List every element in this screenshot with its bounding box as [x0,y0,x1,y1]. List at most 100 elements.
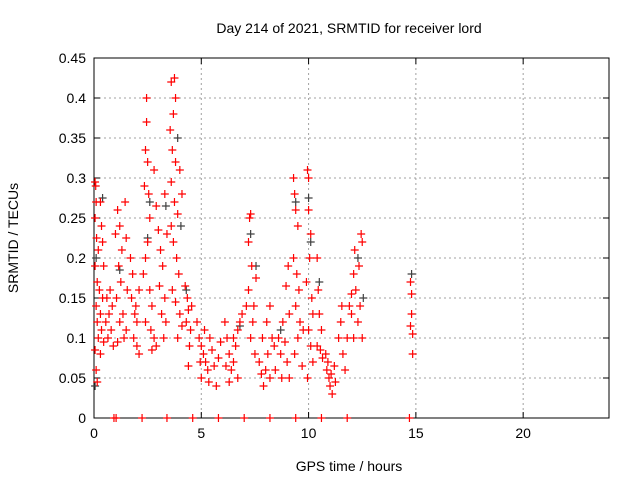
data-point [154,226,163,234]
data-point [244,286,253,294]
grid [94,58,609,418]
data-point [91,382,100,390]
data-point [292,270,301,278]
data-point [355,262,364,270]
data-point [142,94,151,102]
data-point [138,414,147,422]
data-point [183,294,192,302]
data-point [188,414,197,422]
data-point [108,302,117,310]
chart-title: Day 214 of 2021, SRMTID for receiver lor… [216,20,481,36]
data-point [248,318,257,326]
data-point [246,230,255,238]
data-point [294,286,303,294]
data-point [283,358,292,366]
data-point [122,326,131,334]
data-point [170,198,179,206]
data-point [182,318,191,326]
data-point [166,126,175,134]
data-point [255,358,264,366]
x-tick-label: 10 [301,425,317,441]
data-point [353,254,362,262]
data-point [118,310,127,318]
data-point [291,302,300,310]
data-point [290,350,299,358]
data-point [106,286,115,294]
data-point [246,210,255,218]
data-point [290,190,299,198]
data-point [250,350,259,358]
data-point [278,318,287,326]
data-point [141,254,150,262]
data-point [289,174,298,182]
data-point [167,222,176,230]
data-point [139,270,148,278]
data-point [197,374,206,382]
data-point [145,198,154,206]
data-point [197,342,206,350]
data-point [126,254,135,262]
data-point [257,370,266,378]
data-point [276,326,285,334]
data-point [103,334,112,342]
data-point [212,382,221,390]
data-point [262,318,271,326]
data-point [111,230,120,238]
data-point [170,74,179,82]
data-point [270,342,279,350]
data-point [358,238,367,246]
data-point [174,270,183,278]
data-point [131,302,140,310]
data-point [345,302,354,310]
data-point [203,366,212,374]
data-point [303,374,312,382]
data-point [323,358,332,366]
data-point [115,318,124,326]
data-point [321,350,330,358]
data-point [92,254,101,262]
data-point [338,350,347,358]
data-point [177,322,186,330]
data-point [152,342,161,350]
data-point [347,290,356,298]
data-point [265,374,274,382]
data-point [247,262,256,270]
data-point [91,178,100,186]
data-point [302,278,311,286]
data-point [177,190,186,198]
data-point [304,174,313,182]
data-point [195,334,204,342]
data-point [93,318,102,326]
data-point [306,238,315,246]
data-point [245,214,254,222]
data-point [91,182,100,190]
data-point [408,350,417,358]
data-point [289,254,298,262]
data-point [313,254,322,262]
data-point [143,238,152,246]
data-point [141,318,150,326]
data-point [349,334,358,342]
data-point [175,310,184,318]
data-point [358,334,367,342]
plot-frame [93,57,610,419]
data-point [91,214,100,222]
data-point [127,294,136,302]
y-tick-label: 0.15 [59,290,86,306]
data-point [246,334,255,342]
y-tick-label: 0.2 [67,250,87,266]
data-point [357,230,366,238]
data-point [258,334,267,342]
x-tick-label: 15 [408,425,424,441]
data-point [115,266,124,274]
data-point [298,362,307,370]
data-point [116,278,125,286]
data-point [169,110,178,118]
data-point [199,350,208,358]
data-point [303,166,312,174]
data-point [350,246,359,254]
y-tick-label: 0.05 [59,370,86,386]
data-point [349,270,358,278]
data-point [101,318,110,326]
data-point [343,414,352,422]
